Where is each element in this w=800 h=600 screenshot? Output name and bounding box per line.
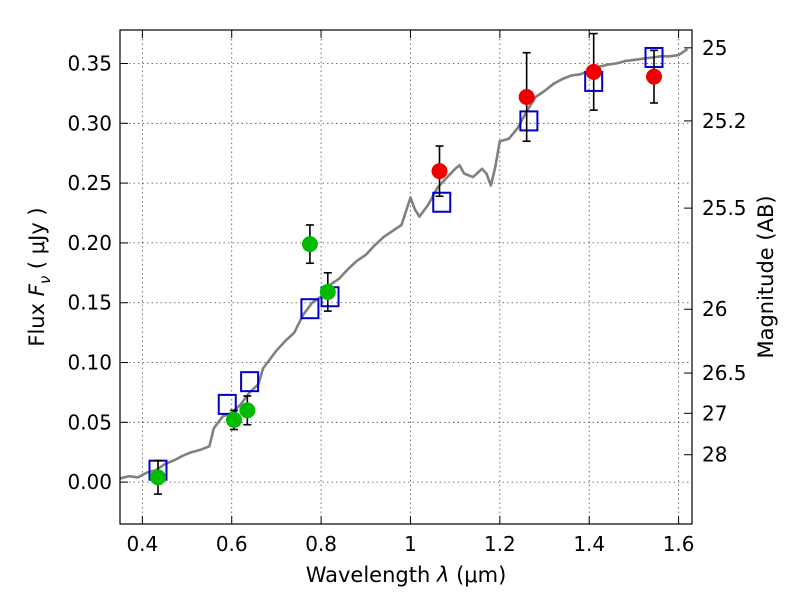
observed-flux-point xyxy=(149,469,166,486)
y-tick-label: 0.35 xyxy=(67,51,112,75)
observed-flux-point xyxy=(319,283,336,300)
y-tick-label: 0.30 xyxy=(67,111,112,135)
y-axis-title: Flux Fν ( μJy ) xyxy=(25,207,54,346)
observed-flux-point xyxy=(518,88,535,105)
template-spectrum-line xyxy=(119,48,689,480)
mag-tick-label: 25 xyxy=(702,36,727,60)
model-photometry-square xyxy=(432,191,452,213)
grid xyxy=(120,30,692,524)
mag-tick-label: 28 xyxy=(702,443,727,467)
y-tick-label: 0.25 xyxy=(67,171,112,195)
y-tick-label: 0.00 xyxy=(67,470,112,494)
x-tick-label: 0.4 xyxy=(126,532,158,556)
mag-tick-label: 26.5 xyxy=(702,361,747,385)
y-tick-label: 0.15 xyxy=(67,291,112,315)
x-tick-label: 1.6 xyxy=(663,532,695,556)
series-layer xyxy=(119,32,689,495)
model-photometry-square xyxy=(240,371,260,393)
observed-flux-point xyxy=(225,411,242,428)
x-axis-title: Wavelength λ (μm) xyxy=(306,563,507,587)
observed-flux-point xyxy=(585,63,602,80)
mag-tick-label: 27 xyxy=(702,401,727,425)
x-tick-label: 1.4 xyxy=(573,532,605,556)
x-tick-label: 1.2 xyxy=(484,532,516,556)
plot-frame xyxy=(119,29,693,525)
observed-flux-point xyxy=(301,236,318,253)
axis-ticks: 0.4 0.6 0.8 1 1.2 1.4 1.6 0.00 0.05 0.10 0.15 0.20 0… xyxy=(67,30,747,556)
y-tick-label: 0.10 xyxy=(67,351,112,375)
observed-flux-point xyxy=(646,68,663,85)
model-photometry-square xyxy=(217,393,237,415)
y-tick-label: 0.05 xyxy=(67,410,112,434)
y-tick-label: 0.20 xyxy=(67,231,112,255)
mag-tick-label: 26 xyxy=(702,297,727,321)
mag-tick-label: 25.5 xyxy=(702,196,747,220)
observed-flux-point xyxy=(431,163,448,180)
x-tick-label: 0.8 xyxy=(305,532,337,556)
y2-axis-title: Magnitude (AB) xyxy=(754,195,778,358)
mag-tick-label: 25.2 xyxy=(702,109,747,133)
x-tick-label: 1 xyxy=(404,532,417,556)
model-photometry-square xyxy=(519,110,539,132)
model-photometry-square xyxy=(300,298,320,320)
observed-flux-point xyxy=(239,402,256,419)
x-tick-label: 0.6 xyxy=(216,532,248,556)
